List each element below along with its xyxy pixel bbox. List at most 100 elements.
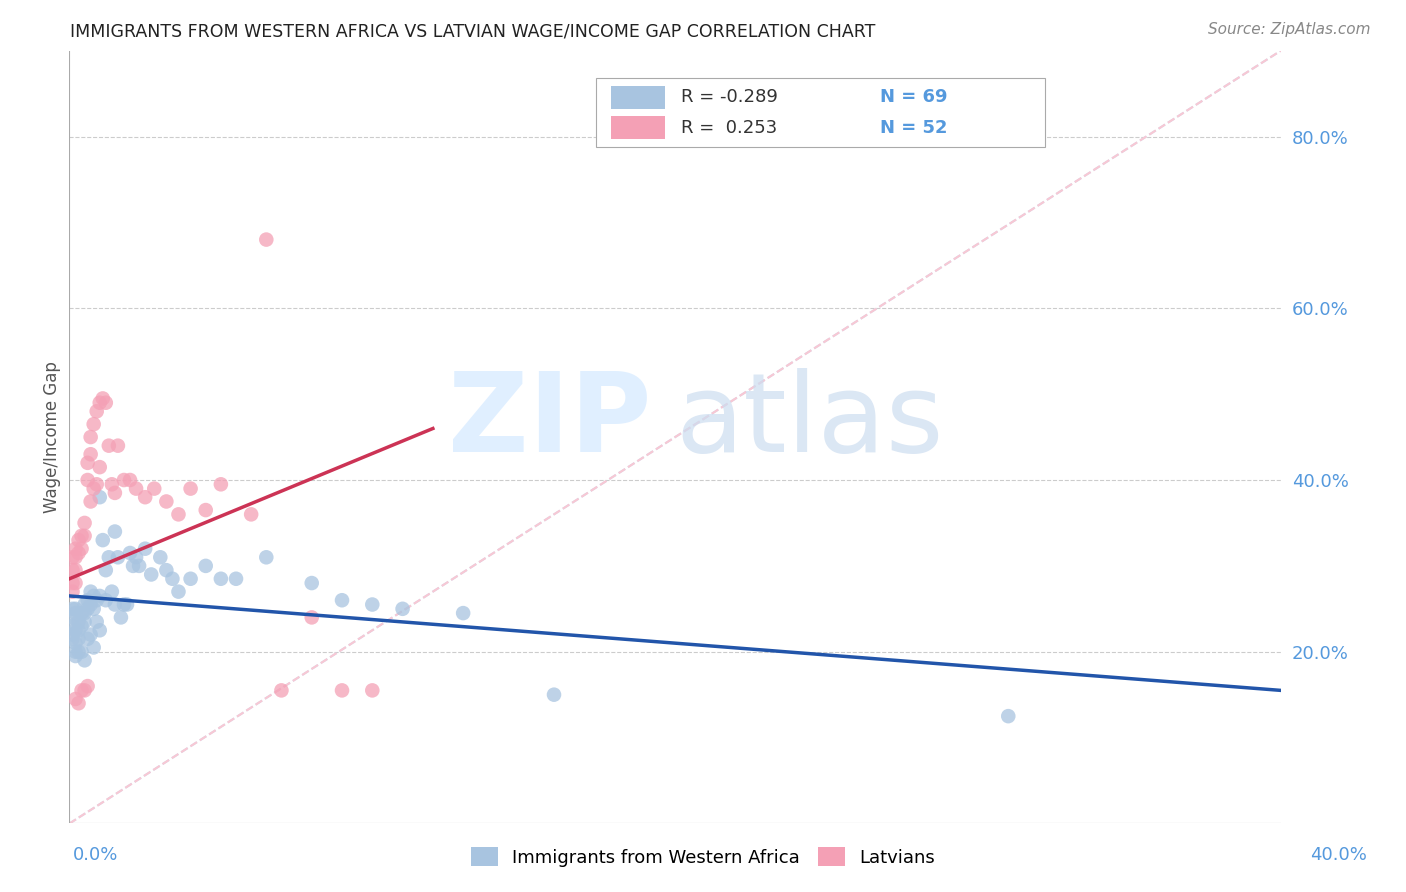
Point [83, 640, 105, 655]
Point [62, 619, 84, 633]
Point [76, 456, 98, 470]
Point [125, 550, 148, 565]
Point [155, 563, 177, 577]
Point [83, 417, 105, 432]
Point [94, 593, 117, 607]
Point [143, 482, 166, 496]
Point [76, 632, 98, 646]
Point [67, 645, 90, 659]
Point [543, 688, 565, 702]
Point [76, 593, 98, 607]
Point [76, 679, 98, 693]
Point [91, 533, 114, 548]
Point [162, 572, 184, 586]
Point [70, 529, 93, 543]
Point [65, 541, 87, 556]
Point [62, 602, 84, 616]
Point [112, 473, 135, 487]
Point [79, 627, 101, 641]
Point [73, 516, 96, 530]
Point [240, 508, 263, 522]
Point [194, 503, 217, 517]
Point [76, 473, 98, 487]
Point [83, 602, 105, 616]
Point [86, 593, 108, 607]
Point [65, 550, 87, 565]
Point [79, 447, 101, 461]
Point [301, 576, 323, 591]
Point [67, 632, 90, 646]
Point [125, 482, 148, 496]
Point [67, 533, 90, 548]
Point [73, 606, 96, 620]
Point [73, 615, 96, 629]
Point [65, 563, 87, 577]
Point [62, 563, 84, 577]
Point [65, 606, 87, 620]
Point [112, 598, 135, 612]
Point [115, 598, 138, 612]
Point [254, 550, 277, 565]
Point [89, 490, 111, 504]
Point [134, 541, 156, 556]
Text: N = 52: N = 52 [880, 119, 948, 136]
Text: R =  0.253: R = 0.253 [681, 119, 778, 136]
Bar [612, 116, 665, 139]
Point [134, 490, 156, 504]
Point [180, 572, 202, 586]
Point [62, 627, 84, 641]
Point [107, 439, 129, 453]
Point [254, 233, 277, 247]
Point [67, 546, 90, 560]
Point [62, 576, 84, 591]
Text: N = 69: N = 69 [880, 88, 948, 106]
Point [67, 615, 90, 629]
Point [89, 624, 111, 638]
Point [451, 606, 474, 620]
Point [391, 602, 413, 616]
Point [101, 477, 124, 491]
Point [89, 395, 111, 409]
Point [180, 482, 202, 496]
Point [122, 558, 145, 573]
Point [65, 692, 87, 706]
Point [118, 473, 141, 487]
Point [79, 430, 101, 444]
Point [73, 683, 96, 698]
Point [209, 572, 232, 586]
Point [361, 598, 384, 612]
Text: R = -0.289: R = -0.289 [681, 88, 778, 106]
Point [65, 602, 87, 616]
Point [225, 572, 247, 586]
Point [73, 598, 96, 612]
Point [62, 632, 84, 646]
Point [104, 486, 127, 500]
Point [65, 624, 87, 638]
Point [67, 624, 90, 638]
Point [167, 508, 190, 522]
Point [83, 482, 105, 496]
Point [107, 550, 129, 565]
Point [65, 576, 87, 591]
Point [104, 598, 127, 612]
Point [86, 404, 108, 418]
Point [62, 610, 84, 624]
Point [330, 593, 353, 607]
Point [70, 645, 93, 659]
Y-axis label: Wage/Income Gap: Wage/Income Gap [44, 361, 60, 513]
Point [194, 558, 217, 573]
Point [110, 610, 132, 624]
Point [65, 636, 87, 650]
Point [141, 567, 163, 582]
Point [89, 589, 111, 603]
Legend: Immigrants from Western Africa, Latvians: Immigrants from Western Africa, Latvians [464, 840, 942, 874]
Point [83, 589, 105, 603]
Text: IMMIGRANTS FROM WESTERN AFRICA VS LATVIAN WAGE/INCOME GAP CORRELATION CHART: IMMIGRANTS FROM WESTERN AFRICA VS LATVIA… [70, 22, 876, 40]
Point [79, 584, 101, 599]
Point [270, 683, 292, 698]
Text: Source: ZipAtlas.com: Source: ZipAtlas.com [1208, 22, 1371, 37]
Point [70, 619, 93, 633]
Point [73, 529, 96, 543]
Point [79, 494, 101, 508]
Point [167, 584, 190, 599]
